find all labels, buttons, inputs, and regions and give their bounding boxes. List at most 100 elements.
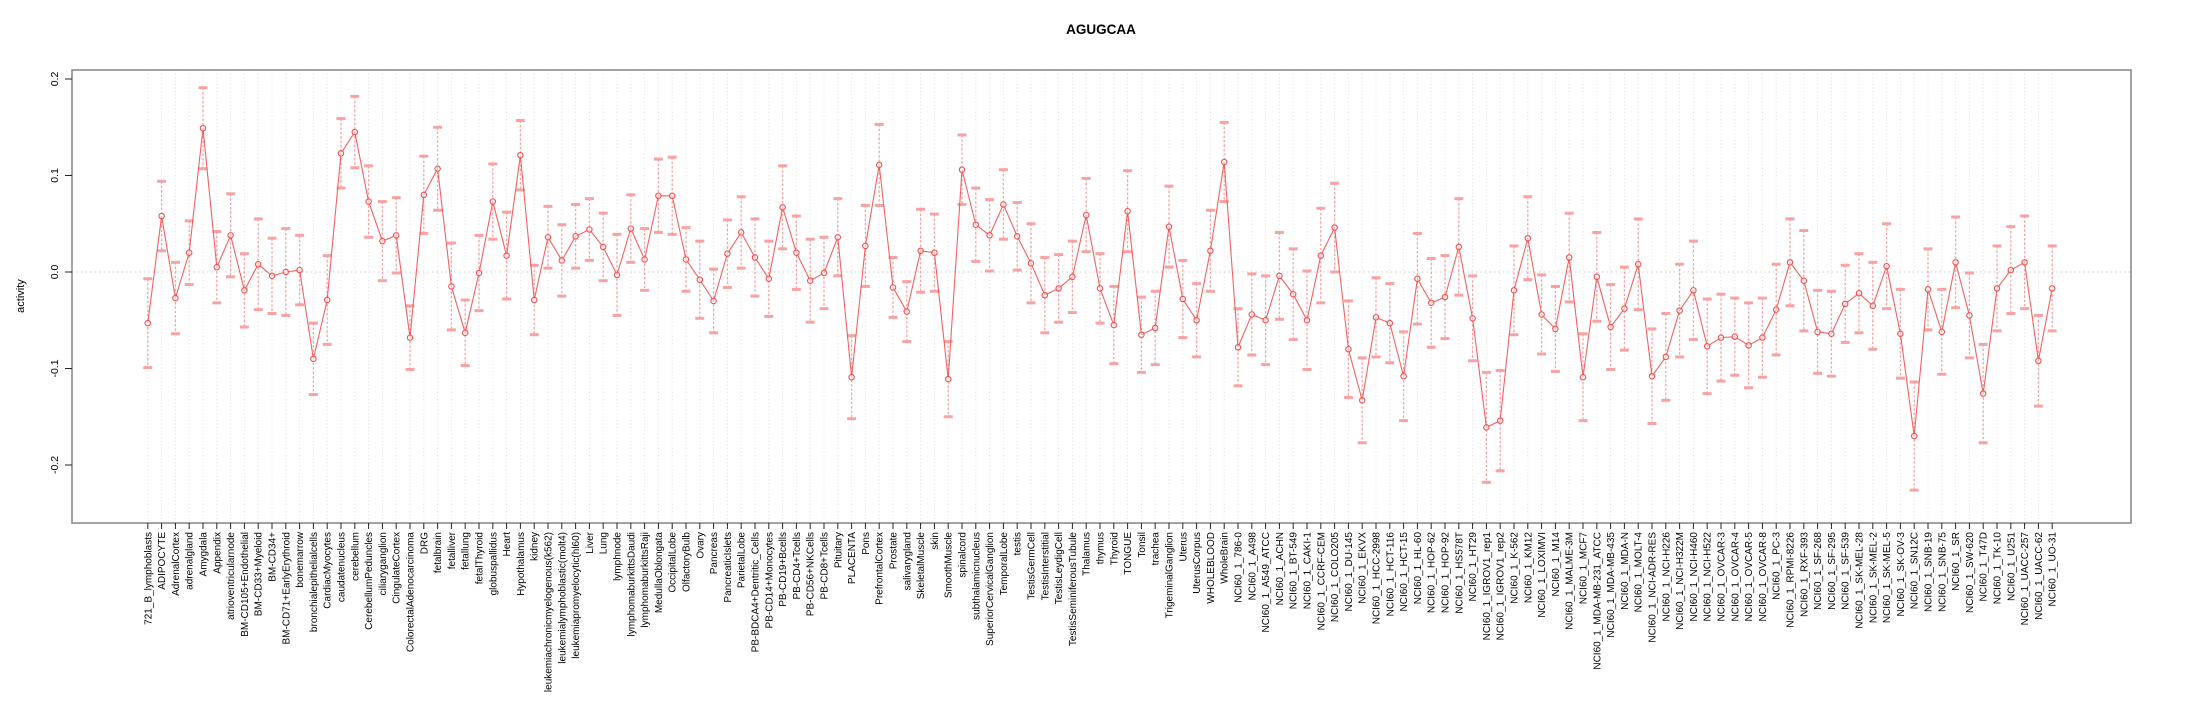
x-tick-label: Uterus xyxy=(1178,532,1189,561)
data-point xyxy=(931,249,938,256)
data-point xyxy=(1262,316,1269,324)
x-tick-label: BM-CD33+Myeloid xyxy=(254,532,265,616)
data-point xyxy=(875,161,883,169)
data-point xyxy=(1276,272,1283,280)
data-point xyxy=(1772,306,1780,313)
data-point xyxy=(572,233,579,240)
data-point xyxy=(2048,285,2056,292)
data-point xyxy=(241,287,248,294)
x-tick-label: MedullaOblongata xyxy=(654,532,665,614)
x-tick-label: NCI60_1_A498 xyxy=(1247,532,1258,601)
data-point xyxy=(765,275,773,283)
data-point xyxy=(1717,334,1725,341)
x-tick-label: NCI60_1_LOXIMVI xyxy=(1537,532,1548,618)
x-tick-label: BM-CD34+ xyxy=(268,532,279,582)
data-point xyxy=(751,254,759,261)
x-tick-label: Pons xyxy=(861,532,872,555)
x-tick-label: NCI60_1_SF-539 xyxy=(1841,532,1852,610)
data-point xyxy=(296,266,303,274)
x-tick-label: SkeletalMuscle xyxy=(916,532,927,600)
data-point xyxy=(406,334,414,341)
data-point xyxy=(517,151,524,159)
x-tick-label: ciliaryganglion xyxy=(378,532,389,595)
x-tick-label: lymphomaburkittsRaji xyxy=(640,532,651,628)
data-point xyxy=(1910,432,1918,440)
data-point xyxy=(323,296,331,304)
x-tick-label: PB-CD4+Tcells xyxy=(792,532,803,600)
x-tick-label: NCI60_1_SK-OV-3 xyxy=(1896,532,1907,617)
data-point xyxy=(351,128,359,136)
data-point xyxy=(641,256,648,263)
data-point xyxy=(1538,311,1545,318)
x-tick-label: NCI60_1_UACC-257 xyxy=(2020,532,2031,626)
x-tick-label: NCI60_1_IGROV1_rep2 xyxy=(1496,532,1507,641)
data-point xyxy=(1248,311,1256,318)
x-tick-label: fetalliver xyxy=(447,531,458,569)
data-point xyxy=(599,243,607,251)
x-tick-label: PLACENTA xyxy=(847,532,858,584)
x-tick-label: NCI60_1_UO-31 xyxy=(2048,532,2059,607)
x-tick-label: spinalcord xyxy=(958,532,969,578)
y-tick-label: 0.1 xyxy=(49,168,61,183)
x-tick-label: Appendix xyxy=(212,532,223,574)
x-tick-label: TemporalLobe xyxy=(999,532,1010,596)
data-point xyxy=(1483,424,1490,431)
data-point xyxy=(1593,273,1601,281)
x-tick-label: Liver xyxy=(585,531,596,553)
plot-area: 721_B_lymphoblasts ADIPOCYTE AdrenalCortex… xyxy=(49,69,2132,692)
x-tick-label: NCI60_1_U251 xyxy=(2006,532,2017,601)
data-point xyxy=(1455,243,1463,251)
x-tick-label: NCI60_1_HS578T xyxy=(1454,532,1465,614)
data-point xyxy=(627,225,635,232)
data-point xyxy=(558,257,566,264)
data-point xyxy=(199,124,207,132)
x-tick-label: NCI60_1_COLO205 xyxy=(1330,532,1341,622)
x-tick-label: OccipitalLobe xyxy=(668,532,679,593)
data-point xyxy=(144,319,152,327)
data-point xyxy=(1331,224,1338,231)
x-tick-label: NCI60_1_SK-MEL-5 xyxy=(1882,532,1893,624)
x-tick-label: NCI60_1_M14 xyxy=(1551,532,1562,597)
x-tick-label: Thyroid xyxy=(1109,532,1120,565)
x-tick-label: NCI60_1_PC-3 xyxy=(1772,532,1783,600)
x-tick-label: ColorectalAdenocarcinoma xyxy=(406,532,417,653)
data-point xyxy=(434,165,441,172)
x-tick-label: fetalbrain xyxy=(433,532,444,573)
data-point xyxy=(806,277,814,284)
x-tick-label: BM-CD71+EarlyErythroid xyxy=(281,532,292,645)
x-tick-label: NCI60_1_HOP-92 xyxy=(1441,532,1452,614)
x-tick-label: Amygdala xyxy=(199,532,210,577)
x-tick-label: NCI60_1_SW-620 xyxy=(1965,532,1976,613)
x-tick-label: subthalamicnucleus xyxy=(971,532,982,620)
data-point xyxy=(379,237,386,245)
x-tick-label: NCI60_1_NCI-ADR-RES xyxy=(1648,532,1659,643)
x-tick-label: TONGUE xyxy=(1123,532,1134,575)
data-point xyxy=(1510,287,1518,294)
x-tick-label: TestisInterstitial xyxy=(1040,532,1051,600)
data-point xyxy=(1869,302,1877,310)
data-point xyxy=(1952,259,1959,266)
x-tick-label: globuspallidus xyxy=(488,532,499,595)
x-tick-label: NCI60_1_RXF-393 xyxy=(1799,532,1810,617)
data-point xyxy=(917,247,924,255)
data-point xyxy=(586,226,593,233)
data-point xyxy=(158,212,165,220)
x-tick-label: NCI60_1_T47D xyxy=(1979,532,1990,601)
x-tick-label: atrioventricularnode xyxy=(226,532,237,620)
data-point xyxy=(310,355,317,363)
data-point xyxy=(1800,277,1808,284)
data-point xyxy=(1234,344,1242,351)
x-tick-label: fetalThyroid xyxy=(475,532,486,584)
data-point xyxy=(793,249,800,256)
data-point xyxy=(489,198,497,205)
data-point xyxy=(1524,234,1532,242)
x-tick-label: testis xyxy=(1013,532,1024,555)
x-tick-label: NCI60_1_NCI-H460 xyxy=(1689,532,1700,622)
data-point xyxy=(1138,331,1145,338)
data-point xyxy=(1552,325,1559,333)
data-point xyxy=(227,232,234,239)
data-point xyxy=(1414,275,1421,283)
data-point xyxy=(1055,285,1062,292)
x-tick-label: PB-CD8+Tcells xyxy=(820,532,831,600)
